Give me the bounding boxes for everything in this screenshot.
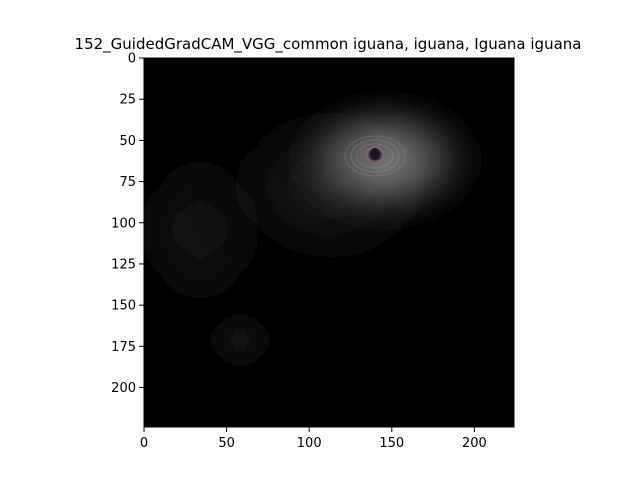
x-tick-label: 50: [218, 436, 235, 451]
y-tick-label: 150: [111, 299, 136, 314]
heatmap-image: [144, 58, 514, 427]
lower-haze: [190, 300, 290, 380]
y-tick-label: 75: [119, 175, 136, 190]
eye-pupil: [370, 148, 380, 160]
x-axis: 0 50 100 150 200: [140, 427, 487, 451]
x-tick-label: 100: [297, 436, 322, 451]
y-axis: 0 25 50 75 100 125 150 175 200: [111, 52, 144, 396]
y-tick-label: 50: [119, 134, 136, 149]
y-tick-label: 175: [111, 340, 136, 355]
y-tick-label: 125: [111, 257, 136, 272]
axes-frame: [143, 57, 515, 428]
x-tick-label: 150: [379, 436, 404, 451]
y-tick-label: 25: [119, 93, 136, 108]
x-tick-label: 0: [140, 436, 148, 451]
plot-title: 152_GuidedGradCAM_VGG_common iguana, igu…: [75, 35, 582, 54]
y-tick-label: 200: [111, 381, 136, 396]
y-tick-label: 0: [128, 52, 136, 67]
x-tick-label: 200: [462, 436, 487, 451]
y-tick-label: 100: [111, 216, 136, 231]
